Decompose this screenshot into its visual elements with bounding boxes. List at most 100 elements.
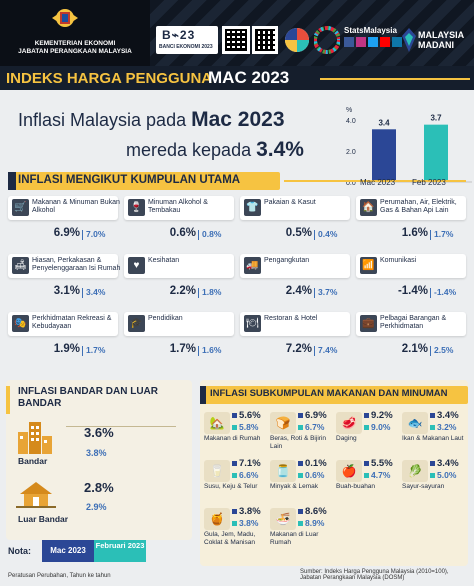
ministry-panel: KEMENTERIAN EKONOMI JABATAN PERANGKAAN M… (0, 0, 150, 66)
x-category-label: Mac 2023 (360, 178, 396, 187)
facebook-icon[interactable] (344, 37, 354, 47)
banci-logo-text: BANCI EKONOMI 2023 (159, 44, 213, 50)
city-buildings-icon (18, 422, 52, 454)
group-label: Komunikasi (380, 257, 417, 264)
food-icon: 🍎 (336, 460, 362, 482)
food-mac-marker (232, 461, 237, 466)
luar-feb-value: 2.9% (86, 502, 107, 512)
food-icon: 🥬 (402, 460, 428, 482)
food-label: Sayur-sayuran (402, 483, 445, 490)
food-mac-value: 5.5% (371, 458, 393, 469)
social-icons (344, 37, 402, 47)
group-mac-value: 2.1% (401, 343, 428, 355)
chart-unit-label: % (346, 107, 352, 114)
food-feb-value: 0.6% (305, 470, 325, 480)
x-category-label: Feb 2023 (412, 178, 446, 187)
group-feb-value: 3.4% (81, 287, 106, 298)
food-feb-marker (430, 473, 435, 478)
group-label: Hiasan, Perkakasan & Penyelenggaraan Isi… (32, 257, 121, 272)
group-label: Perumahan, Air, Elektrik, Gas & Bahan Ap… (380, 199, 457, 214)
food-mac-marker (298, 413, 303, 418)
food-label: Ikan & Makanan Laut (402, 435, 464, 442)
group-card: 👕 Pakaian & Kasut (240, 196, 350, 220)
group-feb-value: 1.8% (197, 287, 222, 298)
inflation-bar-chart: % 0.0 2.0 4.0 3.4 3.7 (346, 107, 472, 186)
group-icon: 🎓 (128, 315, 145, 332)
headline-text-2: mereda kepada (126, 140, 252, 160)
group-icon: 👕 (244, 199, 261, 216)
group-icon: 🍽 (244, 315, 261, 332)
food-icon: 🐟 (402, 412, 428, 434)
linkedin-icon[interactable] (392, 37, 402, 47)
group-icon: 🛋 (12, 257, 29, 274)
group-mac-value: 3.1% (53, 285, 80, 297)
food-feb-value: 3.8% (239, 518, 259, 528)
food-mac-value: 0.1% (305, 458, 327, 469)
section-main-marker (8, 172, 16, 190)
instagram-icon[interactable] (356, 37, 366, 47)
food-feb-value: 5.8% (239, 422, 259, 432)
group-card: 🍽 Restoran & Hotel (240, 312, 350, 336)
group-label: Pengangkutan (264, 257, 310, 264)
section-main-rule (284, 180, 466, 182)
group-feb-value: 7.0% (81, 229, 106, 240)
header-banner: KEMENTERIAN EKONOMI JABATAN PERANGKAAN M… (0, 0, 474, 66)
group-icon: 📶 (360, 257, 377, 274)
food-mac-marker (298, 461, 303, 466)
y-tick-label: 2.0 (346, 149, 356, 156)
group-feb-value: 0.4% (313, 229, 338, 240)
food-mac-value: 3.8% (239, 506, 261, 517)
group-mac-value: 2.4% (285, 285, 312, 297)
food-marker (200, 386, 206, 404)
group-card: 🛋 Hiasan, Perkakasan & Penyelenggaraan Is… (8, 254, 120, 278)
madani-logo-line2: MADANI (418, 40, 454, 50)
group-feb-value: -1.4% (429, 287, 457, 298)
bar-value-label: 3.7 (430, 114, 442, 123)
food-feb-marker (298, 521, 303, 526)
youtube-icon[interactable] (380, 37, 390, 47)
food-feb-marker (364, 425, 369, 430)
food-label: Makanan di Luar Rumah (270, 531, 319, 546)
food-mac-marker (232, 509, 237, 514)
group-mac-value: 2.2% (169, 285, 196, 297)
headline-line-2: mereda kepada 3.4% (126, 138, 304, 162)
group-label: Makanan & Minuman Bukan Alkohol (32, 199, 120, 214)
bandar-feb-value: 3.8% (86, 448, 107, 458)
bandar-mac-value: 3.6% (84, 425, 114, 440)
food-mac-value: 6.9% (305, 410, 327, 421)
group-label: Pelbagai Barangan & Perkhidmatan (380, 315, 447, 330)
food-feb-marker (232, 425, 237, 430)
group-feb-value: 1.7% (81, 345, 106, 356)
twitter-icon[interactable] (368, 37, 378, 47)
title-underline (320, 78, 470, 80)
food-feb-marker (232, 521, 237, 526)
section-main-header: INFLASI MENGIKUT KUMPULAN UTAMA (8, 172, 280, 190)
group-mac-value: -1.4% (397, 285, 428, 297)
banci-ekonomi-logo: B⌁23 BANCI EKONOMI 2023 (156, 26, 218, 54)
qr-code-2-icon[interactable] (252, 26, 278, 54)
food-mac-marker (364, 461, 369, 466)
legend-note-label: Nota: (8, 546, 31, 556)
food-title: INFLASI SUBKUMPULAN MAKANAN DAN MINUMAN (210, 388, 448, 399)
group-feb-value: 1.6% (197, 345, 222, 356)
food-mac-value: 3.4% (437, 410, 459, 421)
food-icon: 🥩 (336, 412, 362, 434)
food-mac-marker (430, 461, 435, 466)
luar-bandar-label: Luar Bandar (18, 514, 69, 524)
group-feb-value: 0.8% (197, 229, 222, 240)
group-card: 🛒 Makanan & Minuman Bukan Alkohol (8, 196, 120, 220)
qr-code-icon[interactable] (222, 26, 250, 54)
group-card: 🚚 Pengangkutan (240, 254, 350, 278)
food-icon: 🫙 (270, 460, 296, 482)
food-feb-marker (298, 473, 303, 478)
food-feb-value: 5.0% (437, 470, 457, 480)
bandar-divider (66, 426, 176, 427)
food-feb-value: 9.0% (371, 422, 391, 432)
food-mac-value: 9.2% (371, 410, 393, 421)
rural-house-icon (16, 482, 56, 508)
group-label: Minuman Alkohol & Tembakau (148, 199, 208, 214)
food-mac-value: 7.1% (239, 458, 261, 469)
ministry-line-1: KEMENTERIAN EKONOMI (34, 40, 116, 47)
group-card: 🍷 Minuman Alkohol & Tembakau (124, 196, 234, 220)
food-mac-marker (298, 509, 303, 514)
